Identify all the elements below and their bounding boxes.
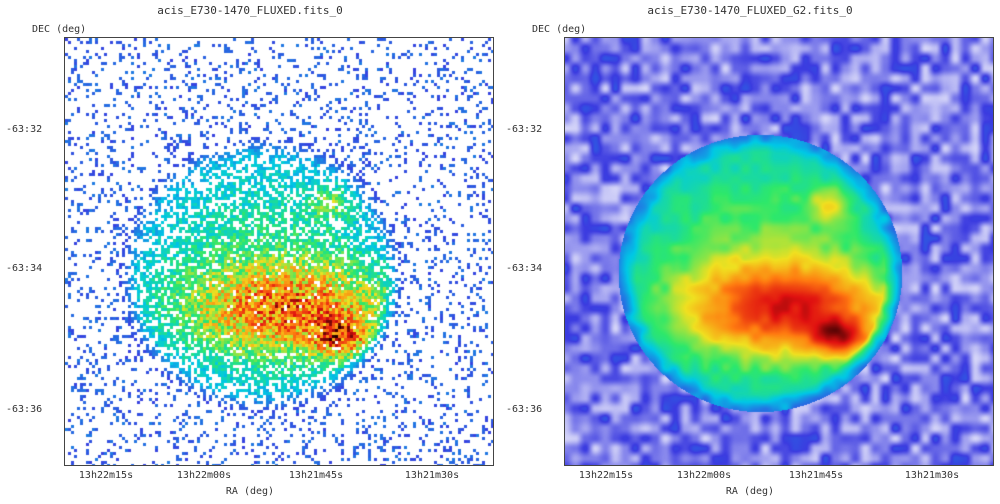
- right-image-canvas[interactable]: [565, 38, 993, 465]
- left-ytick-label: -63:32: [6, 124, 43, 135]
- right-xtick-label: 13h21m30s: [904, 470, 960, 481]
- left-xtick-label: 13h21m30s: [404, 470, 460, 481]
- left-ra-axis-label: RA (deg): [225, 486, 275, 497]
- left-panel-title: acis_E730-1470_FLUXED.fits_0: [157, 4, 343, 17]
- left-image-panel: acis_E730-1470_FLUXED.fits_0 DEC (deg) -…: [6, 4, 494, 497]
- right-ytick-label: -63:34: [506, 263, 543, 274]
- left-image-plot[interactable]: [64, 37, 494, 466]
- right-panel-title: acis_E730-1470_FLUXED_G2.fits_0: [647, 4, 853, 17]
- right-ytick-label: -63:36: [506, 404, 543, 415]
- left-xtick-label: 13h22m00s: [176, 470, 232, 481]
- right-image-plot[interactable]: [564, 37, 994, 466]
- right-image-panel: acis_E730-1470_FLUXED_G2.fits_0 DEC (deg…: [500, 0, 1000, 504]
- left-ytick-label: -63:36: [6, 404, 43, 415]
- left-xtick-label: 13h21m45s: [288, 470, 344, 481]
- left-image-canvas[interactable]: [65, 38, 493, 465]
- right-dec-axis-label: DEC (deg): [532, 24, 587, 35]
- right-ytick-label: -63:32: [506, 124, 543, 135]
- right-xtick-label: 13h21m45s: [788, 470, 844, 481]
- right-ra-axis-label: RA (deg): [725, 486, 775, 497]
- right-xtick-label: 13h22m00s: [676, 470, 732, 481]
- left-xtick-label: 13h22m15s: [78, 470, 134, 481]
- left-dec-axis-label: DEC (deg): [32, 24, 87, 35]
- left-ytick-label: -63:34: [6, 263, 43, 274]
- right-xtick-label: 13h22m15s: [578, 470, 634, 481]
